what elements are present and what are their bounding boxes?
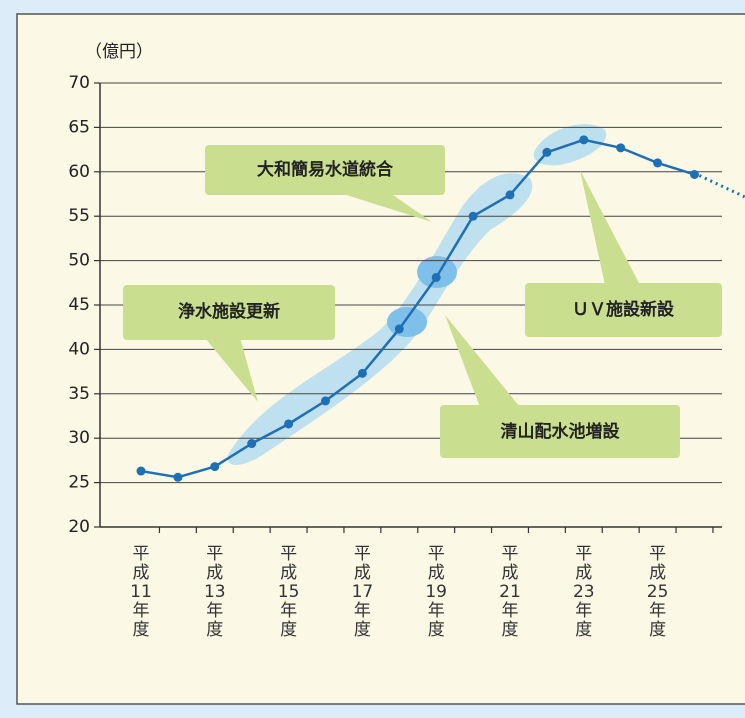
point: [542, 147, 552, 157]
point: [579, 135, 589, 145]
point: [505, 190, 515, 200]
point: [321, 396, 330, 406]
point: [136, 466, 146, 476]
y-tick-label: 20: [68, 517, 90, 537]
y-tick-label: 45: [68, 295, 90, 315]
unit-label: （億円）: [85, 42, 153, 62]
point: [690, 169, 699, 179]
y-tick-label: 65: [68, 117, 90, 137]
annotation: 浄水施設更新: [178, 301, 280, 322]
y-tick-label: 35: [68, 384, 90, 404]
x-tick-label: 平成21年度: [499, 544, 521, 640]
x-tick-label: 平成11年度: [130, 544, 152, 640]
callouts: 大和簡易水道統合 浄水施設更新 ＵＶ施設新設 清山配水池増設: [123, 145, 722, 458]
point: [284, 419, 294, 429]
point: [468, 211, 478, 221]
point: [247, 439, 257, 449]
y-tick-label: 25: [68, 473, 90, 493]
point: [210, 462, 220, 472]
x-tick-label: 平成17年度: [351, 544, 374, 640]
annotation: 清山配水池増設: [501, 421, 621, 442]
x-tick-label: 平成13年度: [203, 544, 226, 640]
x-tick-label: 平成25年度: [646, 544, 669, 640]
y-tick-label: 30: [68, 428, 90, 448]
x-tick-label: 平成15年度: [277, 544, 300, 640]
y-tick-label: 55: [68, 206, 90, 226]
point: [173, 472, 183, 482]
point: [653, 158, 663, 168]
point: [431, 272, 441, 282]
annotation: 大和簡易水道統合: [257, 159, 394, 180]
line: [140, 138, 695, 479]
point: [394, 324, 404, 334]
x-tick-label: 平成19年度: [425, 544, 447, 640]
annotation: ＵＶ施設新設: [572, 299, 675, 320]
y-tick-label: 60: [68, 162, 90, 182]
x-tick-label: 平成23年度: [572, 544, 595, 640]
y-tick-label: 70: [68, 73, 90, 93]
y-tick-label: 50: [68, 251, 90, 271]
y-tick-label: 40: [68, 339, 90, 359]
point: [616, 143, 626, 153]
point: [357, 368, 367, 378]
